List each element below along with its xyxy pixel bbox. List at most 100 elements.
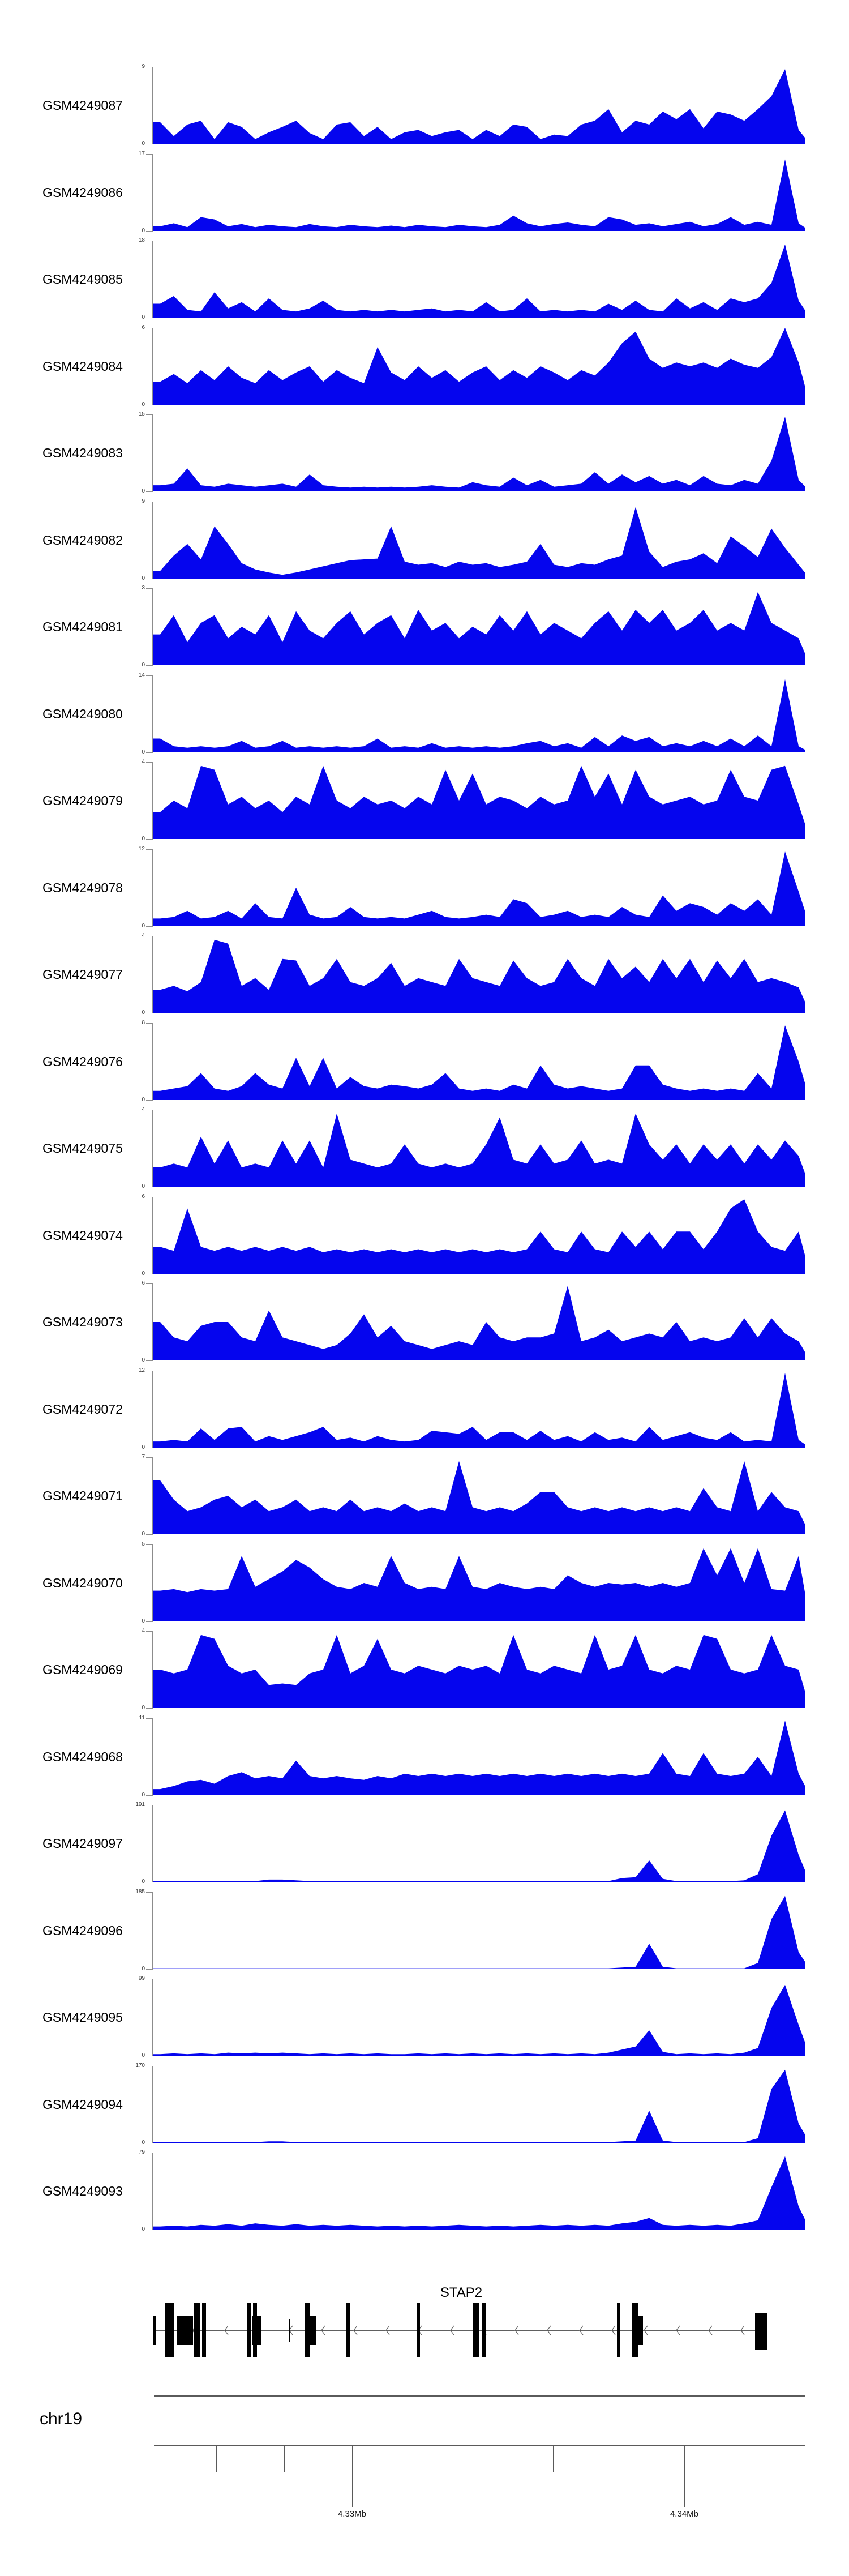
strand-arrow-icon xyxy=(224,2325,229,2335)
y-axis-zero-tick xyxy=(146,1360,152,1361)
coverage-waveform xyxy=(153,1199,805,1274)
coverage-waveform xyxy=(153,507,805,579)
minor-tick xyxy=(216,2446,217,2472)
y-axis-max-value: 185 xyxy=(135,1889,145,1895)
y-axis-line xyxy=(152,762,153,840)
y-axis-top-tick xyxy=(146,762,152,763)
y-axis-max-value: 170 xyxy=(135,2062,145,2069)
coverage-waveform xyxy=(153,1461,805,1534)
exon-box xyxy=(417,2303,420,2357)
y-axis-max-value: 7 xyxy=(142,1454,145,1460)
y-axis-top-tick xyxy=(146,414,152,415)
coverage-waveform xyxy=(153,1810,805,1882)
track-title: GSM4249075 xyxy=(42,1141,123,1156)
coverage-waveform xyxy=(153,939,805,1013)
track-title: GSM4249080 xyxy=(42,707,123,721)
strand-arrow-icon xyxy=(547,2325,551,2335)
coverage-waveform xyxy=(153,679,805,752)
y-axis-line xyxy=(152,1979,153,2056)
exon-box xyxy=(202,2303,206,2357)
y-axis-line xyxy=(152,241,153,318)
y-axis-line xyxy=(152,502,153,579)
y-axis-line xyxy=(152,2153,153,2230)
y-axis-zero-value: 0 xyxy=(142,401,145,408)
y-axis-max-value: 4 xyxy=(142,1628,145,1634)
track-title: GSM4249073 xyxy=(42,1315,123,1329)
y-axis-line xyxy=(152,1631,153,1709)
y-axis-max-value: 79 xyxy=(138,2149,145,2155)
y-axis-zero-value: 0 xyxy=(142,836,145,842)
exon-box xyxy=(194,2303,200,2357)
y-axis-line xyxy=(152,328,153,405)
y-axis-zero-value: 0 xyxy=(142,662,145,668)
y-axis-top-tick xyxy=(146,1283,152,1284)
y-axis-zero-value: 0 xyxy=(142,749,145,755)
y-axis-zero-value: 0 xyxy=(142,2052,145,2059)
strand-arrow-icon xyxy=(385,2325,390,2335)
y-axis-max-value: 3 xyxy=(142,585,145,591)
y-axis-zero-value: 0 xyxy=(142,1966,145,1972)
strand-arrow-icon xyxy=(740,2325,745,2335)
y-axis-zero-tick xyxy=(146,1969,152,1970)
strand-arrow-icon xyxy=(579,2325,584,2335)
y-axis-max-value: 18 xyxy=(138,237,145,243)
y-axis-zero-tick xyxy=(146,491,152,492)
coverage-waveform xyxy=(153,1373,805,1448)
y-axis-zero-tick xyxy=(146,231,152,232)
y-axis-zero-value: 0 xyxy=(142,1357,145,1363)
track-title: GSM4249095 xyxy=(42,2010,123,2025)
coverage-waveform xyxy=(153,244,805,318)
y-axis-max-value: 12 xyxy=(138,1367,145,1373)
y-axis-zero-value: 0 xyxy=(142,1183,145,1189)
y-axis-top-tick xyxy=(146,1718,152,1719)
y-axis-top-tick xyxy=(146,1457,152,1458)
y-axis-line xyxy=(152,2066,153,2143)
coverage-waveform xyxy=(153,159,805,231)
y-axis-max-value: 9 xyxy=(142,498,145,504)
exon-box xyxy=(289,2319,290,2342)
track-title: GSM4249096 xyxy=(42,1923,123,1938)
y-axis-zero-value: 0 xyxy=(142,1097,145,1103)
track-title: GSM4249079 xyxy=(42,793,123,808)
gene-name-label: STAP2 xyxy=(440,2285,483,2300)
y-axis-zero-value: 0 xyxy=(142,1444,145,1450)
y-axis-max-value: 6 xyxy=(142,1193,145,1200)
coverage-waveform xyxy=(153,328,805,405)
exon-box xyxy=(482,2303,486,2357)
y-axis-line xyxy=(152,1544,153,1622)
major-tick xyxy=(684,2446,685,2507)
track-title: GSM4249070 xyxy=(42,1576,123,1590)
y-axis-zero-tick xyxy=(146,926,152,927)
y-axis-top-tick xyxy=(146,588,152,589)
y-axis-line xyxy=(152,1283,153,1361)
y-axis-max-value: 12 xyxy=(138,846,145,852)
track-title: GSM4249086 xyxy=(42,185,123,200)
y-axis-zero-value: 0 xyxy=(142,1270,145,1277)
strand-arrow-icon xyxy=(353,2325,358,2335)
y-axis-zero-value: 0 xyxy=(142,1792,145,1798)
track-title: GSM4249069 xyxy=(42,1662,123,1677)
y-axis-line xyxy=(152,1718,153,1796)
coverage-waveform xyxy=(153,1634,805,1708)
y-axis-line xyxy=(152,588,153,666)
y-axis-zero-value: 0 xyxy=(142,488,145,494)
coverage-waveform xyxy=(153,765,805,839)
y-axis-zero-value: 0 xyxy=(142,575,145,581)
axis-tick-label-434: 4.34Mb xyxy=(670,2509,699,2519)
strand-arrow-icon xyxy=(676,2325,680,2335)
exon-box xyxy=(635,2316,643,2345)
exon-box xyxy=(253,2303,257,2357)
ideogram-line xyxy=(154,2395,805,2397)
coverage-waveform xyxy=(153,2069,805,2143)
y-axis-line xyxy=(152,936,153,1013)
track-title: GSM4249074 xyxy=(42,1228,123,1243)
y-axis-zero-value: 0 xyxy=(142,1618,145,1624)
y-axis-zero-value: 0 xyxy=(142,1705,145,1711)
coverage-waveform xyxy=(153,1548,805,1621)
axis-line xyxy=(154,2445,805,2446)
y-axis-zero-tick xyxy=(146,1795,152,1796)
y-axis-max-value: 99 xyxy=(138,1975,145,1982)
strand-arrow-icon xyxy=(708,2325,713,2335)
y-axis-top-tick xyxy=(146,1631,152,1632)
